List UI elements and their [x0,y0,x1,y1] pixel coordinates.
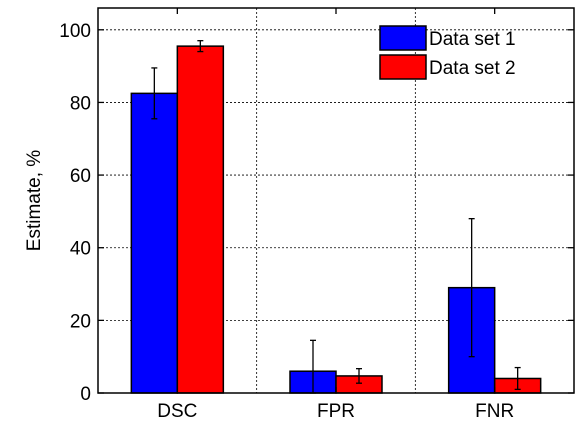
bar-dsc-series-2 [176,45,225,394]
y-tick-label: 60 [70,166,91,187]
y-tick-label: 0 [80,384,91,405]
grid [98,8,574,393]
legend-swatch-series-2 [379,54,427,80]
y-tick-labels: 0 20 40 60 80 100 [59,21,91,405]
y-tick-label: 80 [70,93,91,114]
legend-label-series-1: Data set 1 [429,29,516,50]
y-tick-label: 20 [70,311,91,332]
legend-label-series-2: Data set 2 [429,58,516,79]
ticks [98,8,574,394]
x-tick-label-fpr: FPR [317,401,355,422]
x-tick-label-fnr: FNR [475,401,514,422]
y-tick-label: 100 [59,21,91,42]
legend: Data set 1 Data set 2 [379,25,516,80]
y-tick-label: 40 [70,239,91,260]
x-tick-label-dsc: DSC [157,401,197,422]
legend-swatch-series-1 [379,25,427,51]
x-tick-labels: DSC FPR FNR [157,401,514,422]
bar-dsc-series-1 [130,92,179,394]
y-axis-label: Estimate, % [24,150,45,251]
